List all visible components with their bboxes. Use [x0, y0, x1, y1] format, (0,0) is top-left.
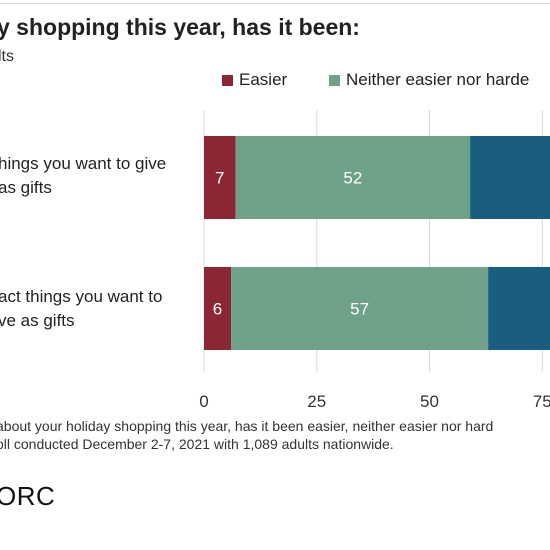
category-label-2: act things you want to ve as gifts — [0, 285, 162, 333]
legend-item-easier: Easier — [222, 70, 287, 90]
legend-swatch-neither — [329, 74, 340, 86]
bar-neither-1 — [235, 136, 471, 219]
bar-easier-1 — [204, 136, 236, 219]
organization-logo: ORC — [0, 481, 56, 511]
top-rule — [0, 3, 550, 4]
legend-swatch-easier — [222, 74, 233, 86]
bar-neither-2 — [231, 267, 489, 350]
category-label-2-line2: ve as gifts — [0, 311, 75, 330]
x-tick-label-0: 0 — [199, 392, 208, 411]
bar-harder-1 — [470, 136, 550, 219]
data-label-easier-1: 7 — [215, 169, 224, 188]
chart-subtitle: lts — [0, 48, 14, 65]
category-label-2-line1: act things you want to — [0, 287, 163, 306]
legend-label-easier: Easier — [239, 70, 288, 89]
x-tick-label-25: 25 — [307, 392, 326, 411]
data-label-neither-1: 52 — [343, 169, 362, 188]
category-label-1: hings you want to give as gifts — [0, 152, 166, 200]
bar-harder-2 — [488, 267, 550, 350]
x-tick-label-50: 50 — [420, 392, 439, 411]
chart-title: y shopping this year, has it been: — [0, 14, 360, 40]
category-label-1-line2: as gifts — [0, 178, 52, 197]
bar-easier-2 — [204, 267, 232, 350]
footnote-source: oll conducted December 2-7, 2021 with 1,… — [0, 436, 394, 452]
data-label-easier-2: 6 — [213, 300, 222, 319]
x-tick-label-75: 75 — [533, 392, 550, 411]
footnote-question: about your holiday shopping this year, h… — [0, 418, 494, 434]
legend-label-neither: Neither easier nor harde — [346, 70, 530, 89]
category-label-1-line1: hings you want to give — [0, 154, 167, 173]
legend-item-neither: Neither easier nor harde — [329, 70, 529, 90]
data-label-neither-2: 57 — [350, 300, 369, 319]
